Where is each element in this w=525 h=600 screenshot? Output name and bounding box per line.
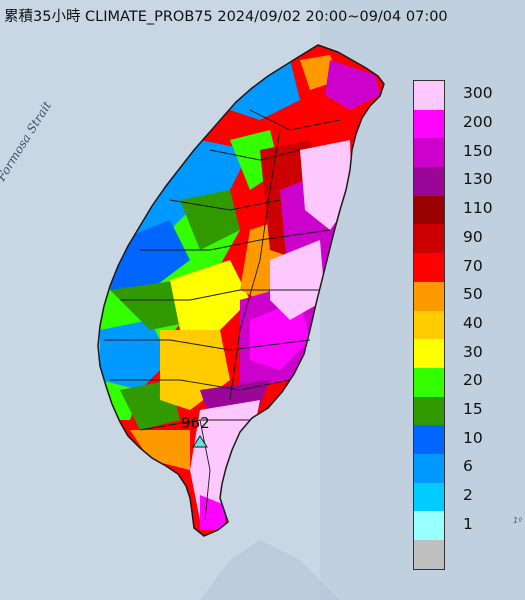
- legend-label: 15: [463, 400, 483, 419]
- legend-label: 20: [463, 371, 483, 390]
- legend-swatch: [414, 339, 444, 368]
- legend-swatch: [414, 195, 444, 225]
- color-legend: [413, 80, 445, 570]
- legend-swatch: [414, 224, 444, 254]
- legend-label: 30: [463, 342, 483, 361]
- legend-label: 70: [463, 256, 483, 275]
- legend-swatch: [414, 396, 444, 426]
- legend-swatch: [414, 109, 444, 139]
- legend-swatch: [414, 425, 444, 454]
- legend-label: 10: [463, 428, 483, 447]
- edge-mark: 1º: [513, 516, 522, 525]
- legend-swatch: [414, 138, 444, 168]
- legend-label: 6: [463, 457, 473, 476]
- station-value-label: 962: [181, 414, 210, 432]
- legend-swatch: [414, 253, 444, 282]
- island-outline: [97, 44, 385, 537]
- map-title: 累積35小時 CLIMATE_PROB75 2024/09/02 20:00~0…: [4, 9, 448, 25]
- legend-swatch: [414, 167, 444, 196]
- legend-label: 130: [463, 170, 493, 189]
- legend-label: 90: [463, 227, 483, 246]
- legend-swatch: [414, 310, 444, 340]
- legend-swatch: [414, 453, 444, 483]
- legend-label: 2: [463, 486, 473, 505]
- legend-label: 1: [463, 514, 473, 533]
- legend-label: 150: [463, 141, 493, 160]
- legend-swatch: [414, 482, 444, 512]
- legend-swatch: [414, 367, 444, 397]
- legend-label: 40: [463, 313, 483, 332]
- county-boundaries: [104, 109, 341, 521]
- legend-swatch: [414, 511, 444, 540]
- legend-label: 300: [463, 84, 493, 103]
- legend-swatch: [414, 281, 444, 311]
- legend-label: 110: [463, 199, 493, 218]
- legend-swatch: [414, 81, 444, 110]
- legend-label: 50: [463, 285, 483, 304]
- sea-ridge-shade: [200, 540, 340, 600]
- legend-label: 200: [463, 113, 493, 132]
- legend-swatch: [414, 540, 444, 569]
- station-marker: [192, 435, 208, 448]
